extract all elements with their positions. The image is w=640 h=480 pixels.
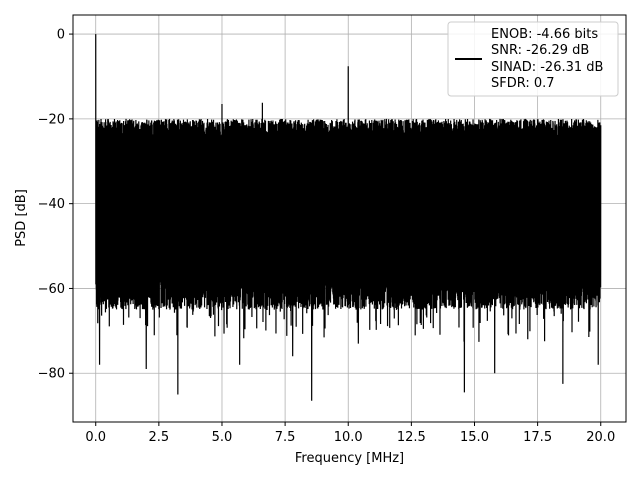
x-tick-label: 12.5 [397,430,426,445]
x-tick-label: 7.5 [275,430,296,445]
y-tick-label: 0 [57,28,65,43]
series-layer [95,34,602,401]
y-axis: 0 −20 −40 −60 −80 [38,28,73,382]
plot-frame [72,14,627,423]
legend-box [447,21,619,97]
x-tick-label: 20.0 [586,430,615,445]
y-tick-label: −40 [38,197,65,212]
y-tick-label: −80 [38,367,65,382]
legend-sinad: SINAD: -26.31 dB [491,60,603,75]
y-axis-label: PSD [dB] [14,189,29,247]
x-tick-label: 17.5 [523,430,552,445]
y-tick-label: −60 [38,282,65,297]
y-tick-label: −20 [38,112,65,127]
x-tick-label: 10.0 [334,430,363,445]
psd-series-line [95,34,602,401]
legend-snr: SNR: -26.29 dB [491,43,589,58]
x-tick-label: 15.0 [460,430,489,445]
legend-enob: ENOB: -4.66 bits [491,27,598,42]
legend-sfdr: SFDR: 0.7 [491,76,555,91]
x-axis: 0.0 2.5 5.0 7.5 10.0 12.5 15.0 17.5 20.0 [85,422,615,445]
x-tick-label: 5.0 [212,430,233,445]
legend: ENOB: -4.66 bits SNR: -26.29 dB SINAD: -… [447,21,619,97]
x-tick-label: 2.5 [149,430,170,445]
x-tick-label: 0.0 [85,430,106,445]
x-axis-label: Frequency [MHz] [295,451,404,466]
